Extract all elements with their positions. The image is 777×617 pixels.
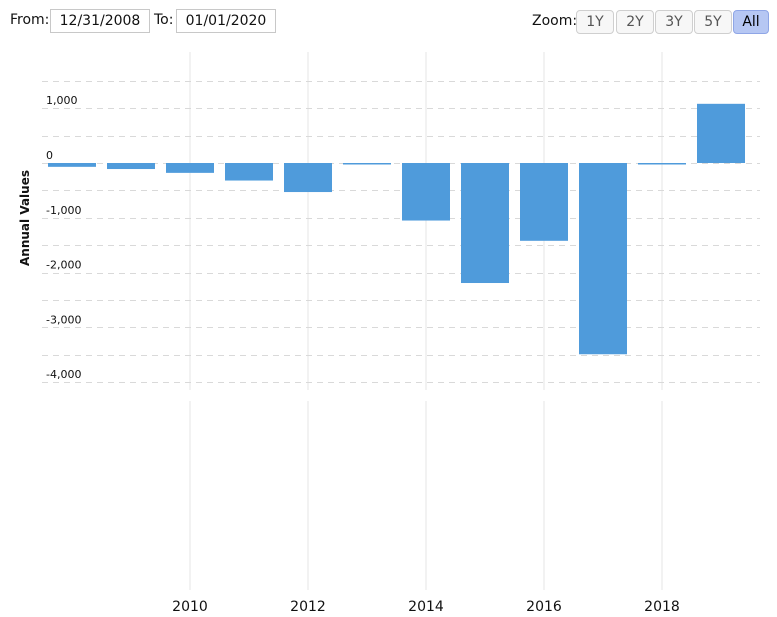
x-tick-label-2012: 2012: [290, 599, 326, 615]
zoom-label: Zoom:: [532, 13, 578, 29]
zoom-1y-button[interactable]: 1Y: [576, 10, 614, 34]
bar-2019: [638, 163, 686, 165]
y-axis-label: Annual Values: [18, 170, 32, 266]
range-selector-toolbar: From: To: Zoom: 1Y 2Y 3Y 5Y All: [0, 0, 777, 40]
bar-2010: [107, 163, 155, 170]
y-tick-label: -2,000: [46, 259, 81, 272]
bar-2018: [579, 163, 627, 355]
bar-2017: [520, 163, 568, 241]
bars: [48, 103, 745, 355]
bar-2009: [48, 163, 96, 167]
y-tick-label: 1,000: [46, 94, 78, 107]
bar-2014: [343, 163, 391, 165]
y-tick-label: 0: [46, 149, 53, 162]
x-tick-label-2018: 2018: [644, 599, 680, 615]
from-date-input[interactable]: [50, 9, 150, 33]
bar-2020: [697, 103, 745, 163]
y-tick-label: -3,000: [46, 313, 81, 326]
to-label: To:: [154, 12, 174, 28]
y-tick-label: -1,000: [46, 204, 81, 217]
zoom-3y-button[interactable]: 3Y: [655, 10, 693, 34]
zoom-2y-button[interactable]: 2Y: [616, 10, 654, 34]
y-axis-ticks: 1,000 0 -1,000 -2,000 -3,000 -4,000: [46, 94, 81, 381]
bar-2013: [284, 163, 332, 193]
horizontal-gridlines: [42, 81, 760, 383]
bar-2015: [402, 163, 450, 221]
y-tick-label: -4,000: [46, 368, 81, 381]
x-tick-label-2010: 2010: [172, 599, 208, 615]
bar-2011: [166, 163, 214, 173]
to-date-input[interactable]: [176, 9, 276, 33]
bar-2016: [461, 163, 509, 284]
zoom-all-button[interactable]: All: [733, 10, 769, 34]
from-label: From:: [10, 12, 50, 28]
bar-2012: [225, 163, 273, 181]
x-tick-label-2014: 2014: [408, 599, 444, 615]
x-tick-label-2016: 2016: [526, 599, 562, 615]
zoom-5y-button[interactable]: 5Y: [694, 10, 732, 34]
x-axis-ticks: 2010 2012 2014 2016 2018: [172, 599, 680, 615]
